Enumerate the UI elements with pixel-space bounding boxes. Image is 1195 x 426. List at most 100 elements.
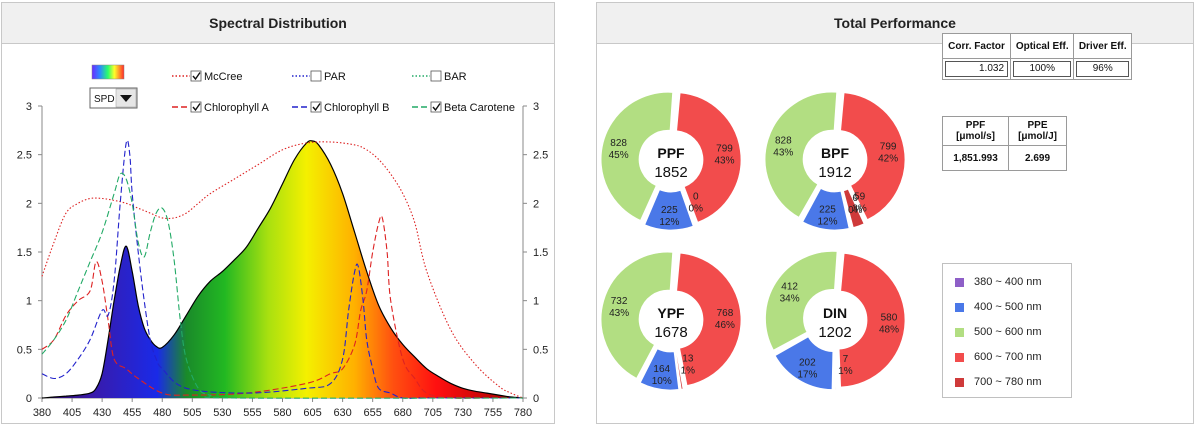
legend-checkbox[interactable] — [190, 101, 202, 113]
slice-percent-label: 45% — [609, 150, 629, 161]
legend-label: McCree — [204, 71, 243, 83]
performance-panel: Total Performance 799 43% 0 0% 225 12% 828 45% P… — [596, 2, 1194, 424]
donut-slice — [675, 351, 684, 390]
slice-percent-label: 48% — [879, 324, 899, 335]
legend-label: BAR — [444, 71, 467, 83]
legend-item-beta-carotene[interactable]: Beta Carotene — [412, 101, 515, 114]
y-tick-label-left: 3 — [26, 101, 32, 113]
legend-checkbox[interactable] — [310, 101, 322, 113]
x-tick-label: 430 — [93, 407, 111, 419]
optical-eff-header: Optical Eff. — [1010, 33, 1075, 59]
performance-panel-title: Total Performance — [597, 3, 1193, 44]
slice-percent-label: 17% — [797, 369, 817, 380]
x-tick-label: 680 — [394, 407, 412, 419]
range-swatch — [955, 277, 964, 287]
x-tick-label: 530 — [213, 407, 231, 419]
legend-checkbox[interactable] — [310, 70, 322, 82]
legend-item-chlorophyll-b[interactable]: Chlorophyll B — [292, 101, 389, 114]
series-chlorophyll-a — [41, 215, 523, 399]
donut-slice — [838, 252, 906, 388]
donut-slice — [843, 188, 865, 229]
donut-title: YPF — [657, 305, 685, 321]
check-icon — [192, 103, 201, 112]
check-icon — [312, 103, 321, 112]
donut-slice — [765, 251, 838, 351]
efficiency-table: Corr. Factor Optical Eff. Driver Eff. 1.… — [941, 33, 1132, 80]
y-tick-label-left: 2.5 — [17, 150, 32, 162]
spd-dropdown[interactable]: SPD — [89, 87, 138, 109]
y-tick-label-left: 0.5 — [17, 344, 32, 356]
legend-checkbox[interactable] — [190, 70, 202, 82]
spectrum-icon[interactable] — [91, 64, 125, 80]
slice-percent-label: 1% — [838, 366, 853, 377]
x-tick-label: 480 — [153, 407, 171, 419]
legend-item-bar[interactable]: BAR — [412, 70, 467, 83]
chevron-down-icon — [120, 95, 132, 102]
series-chlorophyll-b — [41, 139, 523, 399]
check-icon — [192, 72, 201, 81]
spectral-panel: Spectral Distribution — [1, 2, 555, 424]
donut-slice — [676, 252, 742, 387]
donut-slice — [600, 91, 674, 221]
x-tick-label: 705 — [424, 407, 442, 419]
x-tick-label: 605 — [303, 407, 321, 419]
y-tick-label-right: 0.5 — [533, 344, 548, 356]
slice-value-label: 828 — [610, 138, 627, 149]
x-tick-label: 630 — [333, 407, 351, 419]
donut-title: PPF — [657, 145, 685, 161]
slice-percent-label: 43% — [714, 156, 734, 167]
donut-total: 1678 — [654, 324, 687, 341]
donut-total: 1912 — [818, 164, 851, 181]
ppe-header: PPE [μmol/J] — [1008, 116, 1067, 146]
legend-label: Chlorophyll B — [324, 102, 389, 114]
slice-value-label: 412 — [781, 282, 798, 293]
donut-total: 1202 — [818, 324, 851, 341]
range-swatch — [955, 352, 964, 362]
slice-percent-label: 42% — [878, 153, 898, 164]
slice-value-label: 13 — [682, 353, 694, 364]
x-tick-label: 455 — [123, 407, 141, 419]
donut-slice — [842, 190, 852, 229]
y-tick-label-right: 2 — [533, 198, 539, 210]
slice-percent-label: 46% — [715, 320, 735, 331]
driver-eff-value: 96% — [1076, 61, 1129, 77]
donut-slice — [639, 348, 680, 391]
donut-slice — [676, 92, 742, 223]
y-tick-label-right: 1 — [533, 296, 539, 308]
donut-slice — [774, 336, 834, 390]
slice-percent-label: 43% — [609, 308, 629, 319]
spd-dropdown-value: SPD — [94, 94, 115, 105]
slice-value-label: 0 — [693, 191, 699, 202]
slice-value-label: 164 — [653, 364, 670, 375]
slice-percent-label: 0% — [848, 205, 863, 216]
corr-factor-value[interactable]: 1.032 — [945, 61, 1009, 77]
corr-factor-header: Corr. Factor — [941, 33, 1012, 59]
legend-item-chlorophyll-a[interactable]: Chlorophyll A — [172, 101, 269, 114]
legend-checkbox[interactable] — [430, 70, 442, 82]
legend-item-par[interactable]: PAR — [292, 70, 346, 83]
legend-label: Chlorophyll A — [204, 102, 269, 114]
slice-value-label: 7 — [843, 354, 849, 365]
x-tick-label: 780 — [514, 407, 532, 419]
range-legend-item: 700 ~ 780 nm — [955, 376, 1042, 388]
donut-total: 1852 — [654, 164, 687, 181]
ppf-header: PPF [μmol/s] — [941, 116, 1010, 146]
donut-slice — [764, 91, 838, 218]
slice-value-label: 202 — [799, 357, 816, 368]
slice-value-label: 768 — [717, 308, 734, 319]
spd-outline — [41, 140, 524, 399]
optical-eff-value: 100% — [1013, 61, 1072, 77]
range-legend-item: 380 ~ 400 nm — [955, 276, 1042, 288]
legend-item-mccree[interactable]: McCree — [172, 70, 243, 83]
wavelength-range-legend: 380 ~ 400 nm 400 ~ 500 nm 500 ~ 600 nm 6… — [942, 263, 1072, 398]
legend-checkbox[interactable] — [430, 101, 442, 113]
x-tick-label: 755 — [484, 407, 502, 419]
donut-slice — [644, 189, 694, 231]
slice-value-label: 580 — [881, 312, 898, 323]
series-mccree — [41, 141, 524, 399]
donut-slice — [802, 187, 850, 231]
range-legend-item: 400 ~ 500 nm — [955, 301, 1042, 313]
